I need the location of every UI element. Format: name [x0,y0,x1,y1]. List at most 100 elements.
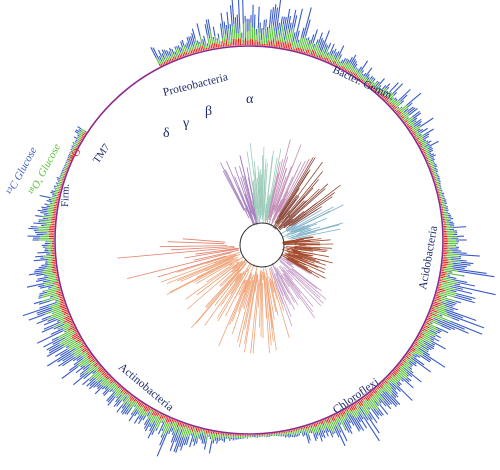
bar-c13-glucose [171,48,175,55]
bar-o18-glucose [173,53,176,57]
bar-c13-glucose [304,19,311,37]
bar-o18-glucose [339,418,346,430]
bar-o18 [385,378,388,381]
bar-o18 [421,148,425,151]
bar-c13-glucose [345,418,352,429]
bar-o18 [189,52,191,55]
bar-c13-glucose [428,149,434,153]
bar-c13-glucose [357,416,361,423]
bar-o18-glucose [271,25,274,41]
bar-o18-glucose [188,48,191,53]
branch-actinobacteria [268,276,271,282]
bar-o18 [399,363,402,367]
bar-c13-glucose [451,258,467,262]
bar-o18-glucose [376,389,381,395]
branch-bacter [290,227,310,235]
bar-c13-glucose [363,72,367,77]
bar-o18 [92,359,96,363]
bar-o18-glucose [408,121,416,127]
bar-o18 [208,45,211,50]
bar-c13-glucose [55,348,68,357]
bar-o18 [360,399,364,403]
branch-actinobacteria [219,259,247,287]
bar-o18 [97,366,102,370]
bar-c13-glucose [433,162,436,164]
bar-o18-glucose [435,178,438,180]
bar-o18 [101,371,106,376]
bar-o18-glucose [437,311,453,319]
bar-o18 [142,404,145,408]
bar-o18-glucose [51,202,57,205]
bar-c13-glucose [445,299,457,305]
bar-o18-glucose [388,95,394,101]
bar-o18-glucose [372,392,380,402]
bar-c13-glucose [50,191,55,194]
bar-c13-glucose [440,324,451,331]
bar-o18 [350,406,354,411]
branch-acidobacteria [297,243,334,245]
branch-actinobacteria [252,275,254,278]
branch-chloroflexi [291,268,318,290]
bar-o18 [290,47,293,50]
bar-c13-glucose [345,58,348,61]
bar-o18-glucose [204,42,207,49]
bar-o18-glucose [57,314,68,320]
bar-o18 [59,304,66,308]
bar-o18 [403,358,406,361]
bar-c13-glucose [430,158,435,162]
branch-chloroflexi [284,277,300,299]
bar-o18 [56,196,59,199]
bar-o18-glucose [436,183,440,185]
bar-o18 [84,130,87,133]
bar-o18 [424,153,427,155]
branch-alpha [277,200,305,230]
bar-o18 [197,47,200,52]
bar-c13-glucose [460,261,474,265]
bar-c13-glucose [74,130,79,134]
bar-o18 [393,370,398,375]
bar-o18-glucose [42,270,52,274]
bar-c13-glucose [431,342,436,346]
bar-o18-glucose [262,30,265,44]
bar-o18-glucose [309,42,314,54]
bar-o18-glucose [117,392,122,398]
bar-o18 [71,332,78,337]
bar-o18-glucose [134,402,138,406]
bar-o18-glucose [258,32,261,42]
bar-o18 [180,54,183,57]
branch-actinobacteria [176,254,233,273]
bar-o18 [391,104,395,108]
branch-actinobacteria [269,278,275,293]
bar-c13-glucose [102,387,109,395]
bar-o18-glucose [443,277,453,281]
bar-c13-glucose [195,440,198,444]
bar-o18 [75,338,82,343]
bar-o18-glucose [203,431,206,436]
bar-o18 [387,376,391,379]
bar-o18-glucose [356,72,359,75]
branch-gamma [256,204,259,215]
bar-o18-glucose [279,24,284,43]
bar-o18 [79,344,85,349]
bar-c13-glucose [406,374,409,377]
bar-o18-glucose [53,309,62,314]
bar-o18-glucose [447,263,454,266]
bar-c13-glucose [46,347,64,357]
bar-o18-glucose [82,354,88,360]
bar-c13-glucose [196,40,199,45]
bar-o18 [368,83,372,87]
bar-o18 [71,156,73,159]
bar-o18 [326,418,330,424]
bar-c13-glucose [418,347,430,356]
bar-c13-glucose [334,52,337,57]
bar-o18 [212,431,215,435]
bar-o18-glucose [446,265,453,268]
bar-c13-glucose [436,174,439,176]
bar-c13-glucose [42,217,49,220]
bar-c13-glucose [177,45,182,53]
bar-o18 [158,63,161,67]
bar-o18 [53,210,57,212]
bar-o18-glucose [404,359,410,363]
bar-c13-glucose [455,294,472,301]
bar-c13-glucose [400,376,414,389]
